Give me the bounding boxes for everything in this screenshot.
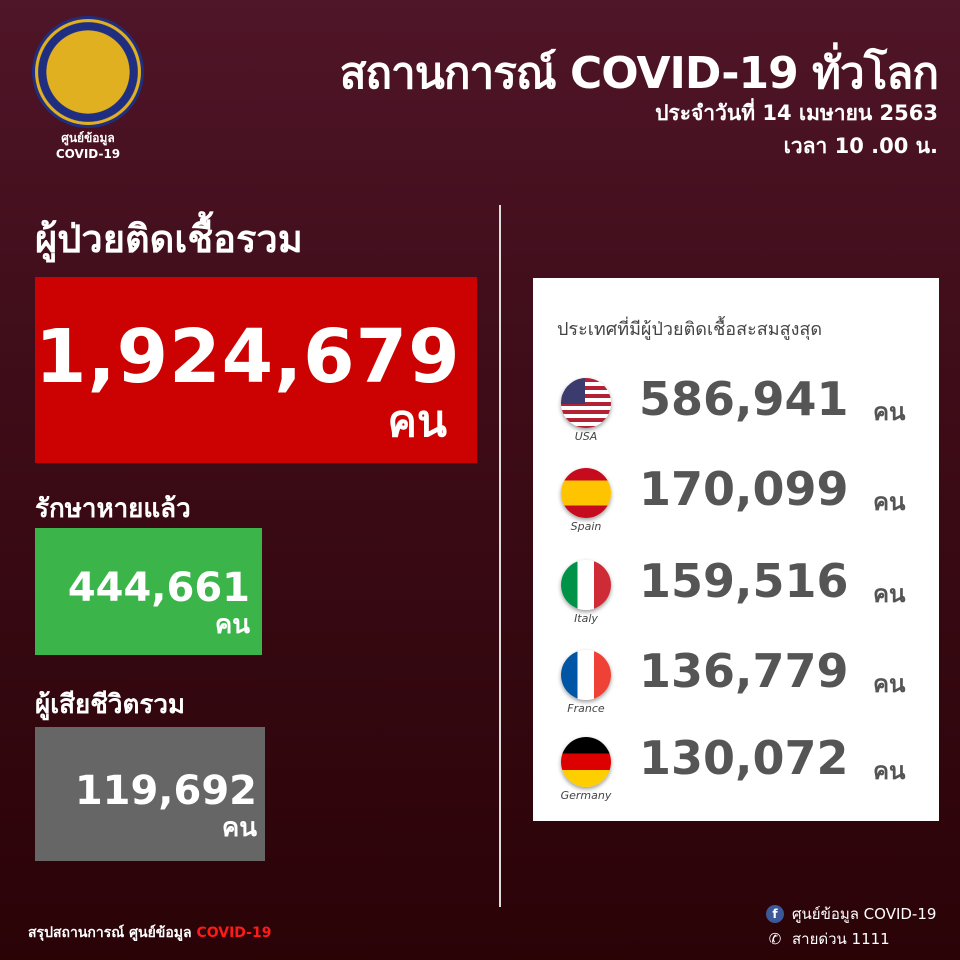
country-cases: 130,072 — [639, 731, 849, 785]
country-row: Spain 170,099 คน — [533, 462, 939, 548]
phone-icon: ✆ — [768, 930, 782, 948]
country-row: France 136,779 คน — [533, 644, 939, 730]
page-title: สถานการณ์ COVID-19 ทั่วโลก — [339, 48, 939, 99]
total-cases-value: 1,924,679 — [35, 314, 461, 400]
logo-line1: ศูนย์ข้อมูล — [61, 131, 115, 145]
country-unit: คน — [873, 488, 906, 516]
country-row: Germany 130,072 คน — [533, 731, 939, 817]
government-seal-logo — [32, 16, 144, 128]
country-name: Italy — [574, 612, 598, 625]
deaths-label: ผู้เสียชีวิตรวม — [35, 690, 186, 720]
footer-summary-text: สรุปสถานการณ์ ศูนย์ข้อมูล — [28, 925, 192, 941]
hotline-contact: ✆ สายด่วน 1111 — [766, 927, 890, 951]
country-cases: 170,099 — [639, 462, 849, 516]
footer-summary: สรุปสถานการณ์ ศูนย์ข้อมูล COVID-19 — [28, 922, 271, 944]
germany-flag-icon — [561, 737, 611, 787]
logo-line2: COVID-19 — [55, 147, 121, 161]
country-name: USA — [574, 430, 598, 443]
time-text: เวลา 10 .00 น. — [783, 134, 938, 158]
country-row: USA 586,941 คน — [533, 372, 939, 458]
country-unit: คน — [873, 398, 906, 426]
facebook-icon: f — [766, 905, 784, 923]
country-name: France — [567, 702, 605, 715]
total-cases-label: ผู้ป่วยติดเชื้อรวม — [35, 217, 303, 261]
recovered-value: 444,661 — [67, 565, 250, 611]
country-name: Spain — [570, 520, 602, 533]
country-unit: คน — [873, 580, 906, 608]
country-row: Italy 159,516 คน — [533, 554, 939, 640]
italy-flag-icon — [561, 560, 611, 610]
country-unit: คน — [873, 670, 906, 698]
spain-flag-icon — [561, 468, 611, 518]
deaths-value: 119,692 — [74, 768, 257, 814]
country-unit: คน — [873, 757, 906, 785]
us-flag-icon — [561, 378, 611, 428]
report-date: ประจำวันที่ 14 เมษายน 2563 เวลา 10 .00 น. — [655, 97, 938, 163]
total-cases-box: 1,924,679 คน — [35, 277, 477, 463]
country-cases: 586,941 — [639, 372, 849, 426]
logo-text: ศูนย์ข้อมูล COVID-19 — [20, 130, 156, 162]
deaths-box: 119,692 คน — [35, 727, 265, 861]
date-text: ประจำวันที่ 14 เมษายน 2563 — [655, 101, 938, 125]
top-countries-title: ประเทศที่มีผู้ป่วยติดเชื้อสะสมสูงสุด — [557, 319, 823, 340]
total-cases-unit: คน — [387, 396, 447, 447]
facebook-text: ศูนย์ข้อมูล COVID-19 — [792, 905, 937, 923]
country-name: Germany — [560, 789, 612, 802]
france-flag-icon — [561, 650, 611, 700]
footer-summary-highlight: COVID-19 — [196, 925, 272, 941]
recovered-box: 444,661 คน — [35, 528, 262, 655]
top-countries-panel: ประเทศที่มีผู้ป่วยติดเชื้อสะสมสูงสุด USA… — [533, 278, 939, 821]
country-cases: 159,516 — [639, 554, 849, 608]
recovered-label: รักษาหายแล้ว — [35, 494, 191, 524]
recovered-unit: คน — [214, 610, 250, 640]
hotline-text: สายด่วน 1111 — [792, 930, 890, 948]
country-cases: 136,779 — [639, 644, 849, 698]
facebook-contact: f ศูนย์ข้อมูล COVID-19 — [766, 902, 936, 926]
divider — [499, 205, 501, 907]
deaths-unit: คน — [221, 813, 257, 843]
